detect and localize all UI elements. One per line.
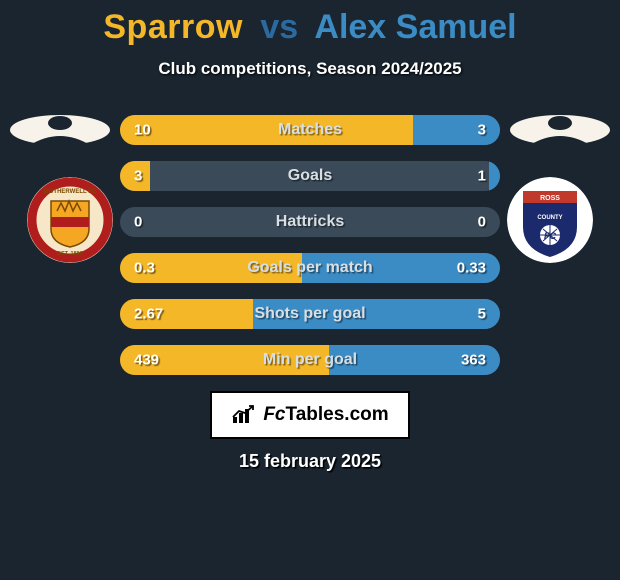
stat-left-value: 0.3 bbox=[134, 260, 155, 277]
brand-badge: FcTables.com bbox=[210, 391, 410, 439]
stat-left-value: 439 bbox=[134, 352, 159, 369]
brand-fc: Fc bbox=[263, 404, 285, 425]
page-title: Sparrow vs Alex Samuel bbox=[0, 8, 620, 47]
player2-name: Alex Samuel bbox=[314, 8, 516, 46]
stat-row: 2.67 5 Shots per goal bbox=[120, 299, 500, 329]
club-badge-right: ROSS COUNTY FC bbox=[507, 177, 593, 263]
stat-left-value: 10 bbox=[134, 122, 151, 139]
stat-row: 0.3 0.33 Goals per match bbox=[120, 253, 500, 283]
svg-text:EST. 1886: EST. 1886 bbox=[57, 251, 82, 257]
comparison-card: Sparrow vs Alex Samuel Club competitions… bbox=[0, 0, 620, 472]
stat-left-value: 0 bbox=[134, 214, 142, 231]
chart-area: MOTHERWELL FC EST. 1886 ROSS COUNTY FC 1… bbox=[0, 115, 620, 375]
subtitle: Club competitions, Season 2024/2025 bbox=[0, 59, 620, 79]
fill-left bbox=[120, 115, 413, 145]
stat-right-value: 0 bbox=[478, 214, 486, 231]
vs-text: vs bbox=[260, 8, 298, 46]
fill-right bbox=[413, 115, 500, 145]
stat-right-value: 363 bbox=[461, 352, 486, 369]
stat-right-value: 5 bbox=[478, 306, 486, 323]
fill-right bbox=[489, 161, 500, 191]
stat-right-value: 1 bbox=[478, 168, 486, 185]
svg-text:ROSS: ROSS bbox=[540, 195, 560, 202]
svg-text:MOTHERWELL FC: MOTHERWELL FC bbox=[44, 189, 97, 195]
date: 15 february 2025 bbox=[0, 451, 620, 472]
stat-label: Shots per goal bbox=[254, 305, 365, 323]
stat-row: 0 0 Hattricks bbox=[120, 207, 500, 237]
stat-label: Matches bbox=[278, 121, 342, 139]
stat-left-value: 2.67 bbox=[134, 306, 163, 323]
stat-right-value: 0.33 bbox=[457, 260, 486, 277]
stat-label: Goals bbox=[288, 167, 332, 185]
stat-rows: 10 3 Matches 3 1 Goals 0 0 Hattricks 0.3 0.33 Goals… bbox=[120, 115, 500, 375]
svg-text:FC: FC bbox=[544, 231, 556, 241]
svg-text:COUNTY: COUNTY bbox=[537, 215, 562, 221]
stat-label: Goals per match bbox=[247, 259, 372, 277]
stat-row: 439 363 Min per goal bbox=[120, 345, 500, 375]
player1-name: Sparrow bbox=[103, 8, 243, 46]
stat-label: Min per goal bbox=[263, 351, 357, 369]
chart-icon bbox=[231, 405, 257, 425]
stat-label: Hattricks bbox=[276, 213, 344, 231]
player2-silhouette-icon bbox=[510, 115, 610, 145]
club-badge-left: MOTHERWELL FC EST. 1886 bbox=[27, 177, 113, 263]
brand-text: FcTables.com bbox=[263, 404, 388, 426]
stat-row: 10 3 Matches bbox=[120, 115, 500, 145]
stat-right-value: 3 bbox=[478, 122, 486, 139]
stat-row: 3 1 Goals bbox=[120, 161, 500, 191]
player1-silhouette-icon bbox=[10, 115, 110, 145]
stat-left-value: 3 bbox=[134, 168, 142, 185]
